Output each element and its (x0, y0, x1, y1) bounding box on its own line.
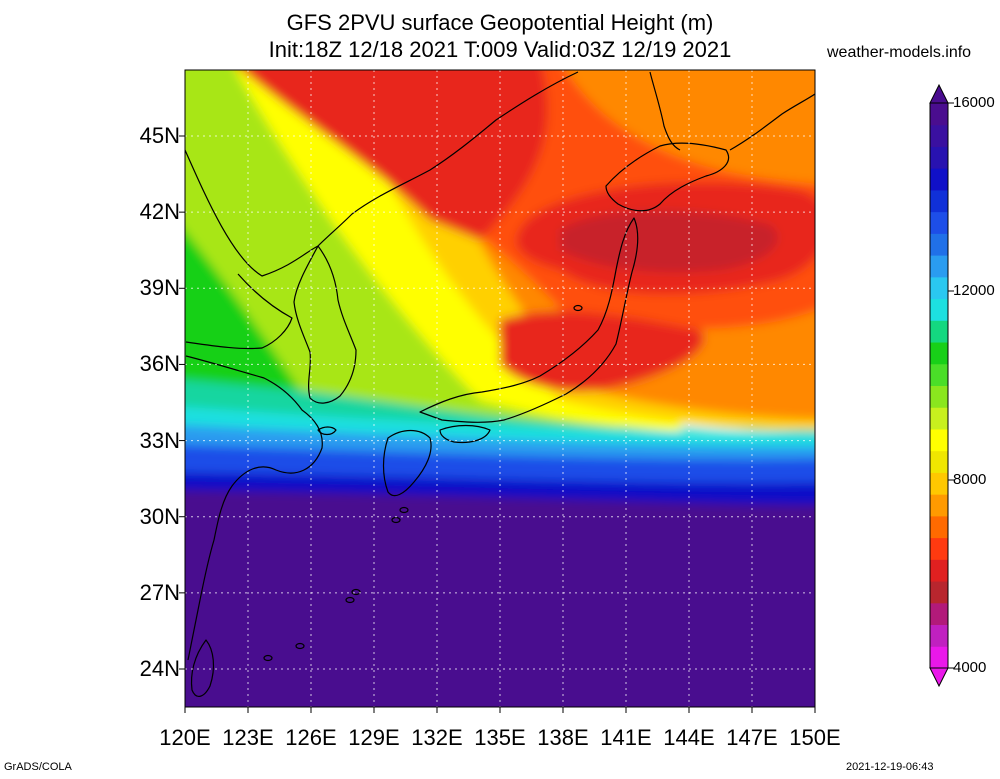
lon-label: 138E (537, 725, 589, 750)
colorbar-band (930, 146, 948, 169)
field-band-red (241, 70, 548, 240)
colorbar-band (930, 646, 948, 669)
colorbar-label-16000: 16000 (953, 94, 995, 111)
lon-label: 120E (159, 725, 211, 750)
coast-kurils (729, 93, 815, 151)
lat-label: 42N (139, 199, 180, 225)
colorbar-band (930, 342, 948, 365)
colorbar-band (930, 276, 948, 300)
coast-bohai (185, 273, 293, 350)
colorbar-band (930, 124, 948, 147)
island-2 (295, 642, 305, 650)
lat-label: 30N (139, 503, 180, 529)
colorbar-band (930, 428, 948, 452)
field-band-dark_red (560, 210, 778, 273)
coast-mainland (185, 71, 579, 277)
chart-subtitle: Init:18Z 12/18 2021 T:009 Valid:03Z 12/1… (268, 37, 732, 62)
lat-label: 39N (139, 275, 180, 301)
coast-china-south (187, 539, 215, 661)
coast-hokkaido (605, 142, 730, 212)
lon-label: 132E (411, 725, 463, 750)
field-band-cyan (185, 381, 815, 447)
colorbar-band (930, 602, 948, 626)
lat-label: 24N (139, 656, 180, 681)
colorbar-band (930, 450, 948, 473)
colorbar-band (930, 298, 948, 321)
colorbar-band (930, 211, 948, 234)
coastlines (185, 71, 815, 697)
colorbar-band (930, 515, 948, 539)
lon-label: 147E (726, 725, 778, 750)
colorbar-band (930, 168, 948, 191)
lon-label: 135E (474, 725, 526, 750)
lon-label: 129E (348, 725, 400, 750)
colorbar-top-arrow (929, 83, 949, 104)
island-4 (399, 506, 409, 514)
coast-honshu (419, 217, 639, 423)
lon-label: 150E (789, 725, 841, 750)
colorbar-band (930, 363, 948, 386)
gridlines (185, 70, 815, 707)
coast-taiwan (190, 639, 215, 697)
coast-shandong (185, 355, 323, 541)
field-band-red (500, 311, 704, 392)
coast-sakhalin (649, 71, 681, 151)
coast-jeju (317, 426, 337, 436)
island-6 (573, 304, 583, 312)
colorbar-band (930, 559, 948, 582)
colorbar-band (930, 103, 948, 126)
colorbar-band (930, 407, 948, 430)
site-credit: weather-models.info (827, 44, 972, 61)
colorbar-label-4000: 4000 (953, 659, 987, 676)
coast-korea (293, 245, 357, 404)
colorbar-frame (929, 102, 949, 669)
colorbar-label-8000: 8000 (953, 471, 987, 488)
lat-label: 36N (139, 351, 180, 377)
colorbar-bottom-arrow (929, 667, 949, 688)
lat-label: 27N (139, 579, 180, 605)
field-layer (185, 70, 815, 707)
field-band-sky (185, 401, 815, 460)
colorbar-band (930, 494, 948, 517)
lon-label: 123E (222, 725, 274, 750)
island-1 (351, 588, 361, 596)
coast-kyushu (382, 429, 432, 497)
colorbar-band (930, 472, 948, 495)
chart-title: GFS 2PVU surface Geopotential Height (m) (286, 10, 714, 35)
lon-label: 141E (600, 725, 652, 750)
field-band-purple (185, 470, 815, 707)
colorbar-band (930, 537, 948, 560)
colorbar-band (930, 255, 948, 278)
island-0 (345, 596, 355, 604)
footer-timestamp: 2021-12-19-06:43 (846, 761, 934, 773)
colorbar-band (930, 581, 948, 604)
axis-ticks (179, 135, 816, 713)
colorbar-label-12000: 12000 (953, 282, 995, 299)
colorbar-band (930, 385, 948, 408)
island-5 (391, 516, 401, 524)
field-band-teal (185, 368, 815, 432)
footer-grads: GrADS/COLA (4, 761, 72, 773)
island-3 (263, 654, 273, 662)
colorbar (929, 83, 954, 688)
colorbar-band (930, 233, 948, 256)
colorbar-band (930, 189, 948, 213)
lon-label: 126E (285, 725, 337, 750)
colorbar-band (930, 624, 948, 647)
coast-shikoku (439, 424, 491, 444)
colorbar-band (930, 320, 948, 343)
lat-label: 33N (139, 427, 180, 453)
lat-label: 45N (139, 123, 180, 148)
lon-label: 144E (663, 725, 715, 750)
